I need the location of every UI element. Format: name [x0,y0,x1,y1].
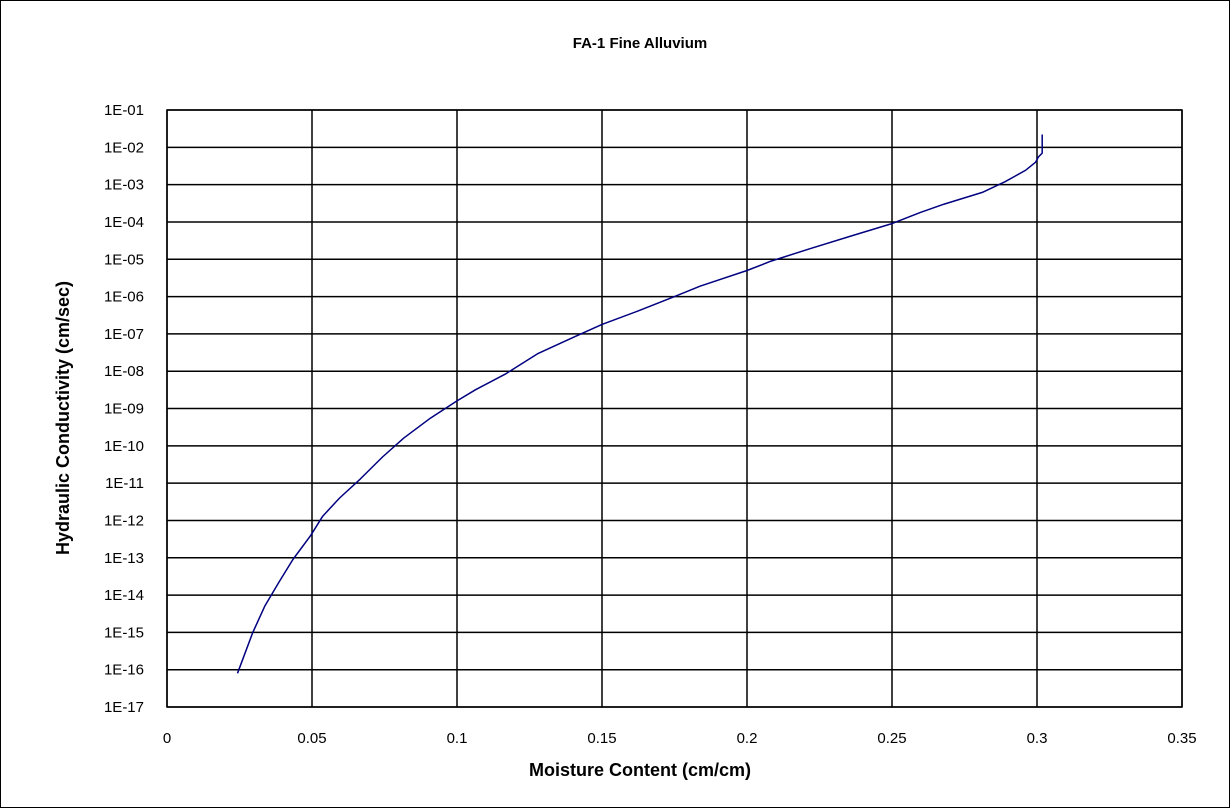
y-tick-label: 1E-15 [104,624,144,641]
x-tick-label: 0.3 [1027,730,1048,747]
x-tick-label: 0.2 [737,730,758,747]
y-tick-label: 1E-17 [104,699,144,716]
series-line [236,134,1043,674]
series-layer [236,134,1043,674]
y-tick-label: 1E-10 [104,438,144,455]
y-tick-label: 1E-06 [104,289,144,306]
y-tick-label: 1E-07 [104,326,144,343]
y-tick-label: 1E-03 [104,177,144,194]
y-tick-label: 1E-05 [104,251,144,268]
y-tick-label: 1E-16 [104,662,144,679]
y-tick-label: 1E-13 [104,550,144,567]
x-tick-label: 0.35 [1167,730,1196,747]
y-axis-label: Hydraulic Conductivity (cm/sec) [53,281,73,555]
tick-labels: 0 0.05 0.1 0.15 0.2 0.25 0.3 0.35 1E-01 1E-02 1E-0… [104,102,1197,747]
x-tick-label: 0.1 [447,730,468,747]
chart-title: FA-1 Fine Alluvium [573,35,707,52]
x-tick-label: 0.05 [297,730,326,747]
y-tick-label: 1E-11 [105,475,144,492]
y-tick-label: 1E-04 [104,214,144,231]
y-tick-label: 1E-08 [104,363,144,380]
y-tick-label: 1E-14 [104,587,144,604]
y-tick-label: 1E-12 [104,512,144,529]
grid-lines [166,109,1183,708]
y-tick-label: 1E-02 [104,139,144,156]
x-tick-label: 0.15 [587,730,616,747]
x-tick-label: 0.25 [877,730,906,747]
y-tick-label: 1E-09 [104,401,144,418]
y-tick-label: 1E-01 [104,102,144,119]
x-axis-label: Moisture Content (cm/cm) [529,760,751,780]
x-tick-label: 0 [163,730,171,747]
